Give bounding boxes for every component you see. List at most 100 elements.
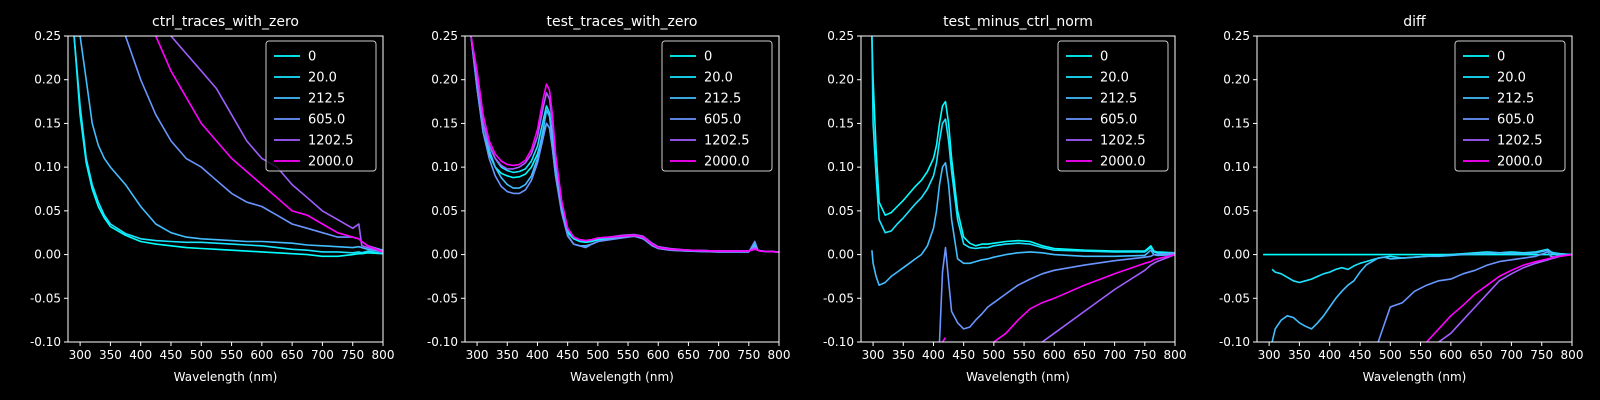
x-tick-label: 550: [220, 348, 243, 362]
y-tick-label: -0.10: [427, 335, 458, 349]
legend-label: 2000.0: [1100, 155, 1146, 170]
y-tick-label: -0.05: [823, 291, 854, 305]
legend-label: 0: [1100, 50, 1108, 65]
x-tick-label: 350: [1288, 348, 1311, 362]
x-tick-label: 750: [1530, 348, 1553, 362]
series-line-20.0: [871, 36, 1175, 255]
series-line-605.0: [1377, 251, 1572, 342]
x-tick-label: 800: [1561, 348, 1584, 362]
x-tick-label: 600: [250, 348, 273, 362]
x-tick-label: 700: [311, 348, 334, 362]
y-tick-label: 0.05: [431, 204, 458, 218]
y-tick-label: 0.10: [827, 160, 854, 174]
series-line-605.0: [470, 36, 779, 253]
series-line-1202.5: [1041, 253, 1175, 342]
y-tick-label: 0.15: [1223, 116, 1250, 130]
x-tick-label: 700: [1500, 348, 1523, 362]
x-tick-label: 400: [1318, 348, 1341, 362]
legend: 0 20.0 212.5 605.0 1202.5 2000.0: [1454, 40, 1566, 172]
x-tick-label: 450: [952, 348, 975, 362]
legend: 0 20.0 212.5 605.0 1202.5 2000.0: [265, 40, 377, 172]
series-line-2000.0: [155, 36, 383, 253]
y-tick-label: 0.05: [827, 204, 854, 218]
y-tick-label: -0.10: [30, 335, 61, 349]
chart-title: test_traces_with_zero: [547, 14, 698, 30]
chart-panel-3: 300 350 400 450 500 550 600 650 700 750 800 -0.10 -0…: [823, 14, 1187, 384]
legend-label: 605.0: [308, 113, 345, 128]
y-tick-label: 0.20: [1223, 73, 1250, 87]
series-line-20.0: [73, 36, 383, 255]
x-tick-label: 650: [281, 348, 304, 362]
x-tick-label: 550: [617, 348, 640, 362]
x-tick-label: 500: [586, 348, 609, 362]
x-axis-label: Wavelength (nm): [966, 370, 1070, 384]
legend-label: 212.5: [1497, 92, 1534, 107]
legend-label: 1202.5: [308, 134, 354, 149]
chart-panel-4: 300 350 400 450 500 550 600 650 700 750 800 -0.10 -0…: [1219, 14, 1584, 384]
axes-frame: [860, 35, 1176, 343]
series-line-0: [73, 36, 383, 258]
x-tick-label: 650: [1470, 348, 1493, 362]
series-line-2000.0: [1426, 253, 1572, 342]
legend-box: [1057, 40, 1169, 172]
x-tick-label: 350: [892, 348, 915, 362]
x-tick-label: 600: [1043, 348, 1066, 362]
x-tick-label: 300: [466, 348, 489, 362]
x-tick-label: 550: [1013, 348, 1036, 362]
legend-label: 605.0: [704, 113, 741, 128]
legend-label: 1202.5: [1497, 134, 1543, 149]
x-tick-label: 800: [372, 348, 395, 362]
y-tick-label: 0.10: [34, 160, 61, 174]
y-tick-label: 0.25: [431, 29, 458, 43]
x-tick-label: 800: [1164, 348, 1187, 362]
y-tick-label: 0.20: [431, 73, 458, 87]
y-tick-label: 0.00: [34, 248, 61, 262]
legend-box: [265, 40, 377, 172]
legend-label: 2000.0: [704, 155, 750, 170]
y-tick-label: 0.20: [34, 73, 61, 87]
legend-label: 0: [308, 50, 316, 65]
x-tick-label: 450: [160, 348, 183, 362]
series-group: [1263, 248, 1572, 342]
x-tick-label: 700: [1103, 348, 1126, 362]
legend-label: 212.5: [308, 92, 345, 107]
x-tick-label: 750: [1133, 348, 1156, 362]
axes-frame: [67, 35, 384, 343]
x-tick-label: 700: [707, 348, 730, 362]
x-tick-label: 400: [129, 348, 152, 362]
y-tick-label: 0.00: [827, 248, 854, 262]
chart-title: diff: [1403, 14, 1426, 30]
y-tick-label: 0.25: [1223, 29, 1250, 43]
legend-label: 0: [1497, 50, 1505, 65]
legend-label: 605.0: [1497, 113, 1534, 128]
legend-label: 605.0: [1100, 113, 1137, 128]
legend-box: [1454, 40, 1566, 172]
legend-label: 2000.0: [1497, 155, 1543, 170]
chart-panel-1: 300 350 400 450 500 550 600 650 700 750 800 -0.10 -0…: [30, 14, 395, 384]
legend-box: [661, 40, 773, 172]
x-tick-label: 750: [341, 348, 364, 362]
x-tick-label: 500: [1379, 348, 1402, 362]
legend-label: 1202.5: [704, 134, 750, 149]
y-tick-label: -0.05: [427, 291, 458, 305]
legend-label: 212.5: [704, 92, 741, 107]
y-tick-label: 0.05: [34, 204, 61, 218]
legend: 0 20.0 212.5 605.0 1202.5 2000.0: [1057, 40, 1169, 172]
chart-title: test_minus_ctrl_norm: [943, 14, 1093, 30]
x-tick-label: 300: [862, 348, 885, 362]
x-tick-label: 300: [69, 348, 92, 362]
y-tick-label: 0.15: [34, 116, 61, 130]
x-tick-label: 350: [99, 348, 122, 362]
series-line-1202.5: [1438, 253, 1572, 342]
series-line-2000.0: [941, 253, 1175, 342]
y-tick-label: -0.05: [30, 291, 61, 305]
y-tick-label: 0.20: [827, 73, 854, 87]
legend-label: 20.0: [1100, 71, 1129, 86]
series-line-1202.5: [170, 36, 383, 253]
x-tick-label: 500: [190, 348, 213, 362]
legend-label: 212.5: [1100, 92, 1137, 107]
y-tick-label: 0.05: [1223, 204, 1250, 218]
y-tick-label: -0.10: [823, 335, 854, 349]
